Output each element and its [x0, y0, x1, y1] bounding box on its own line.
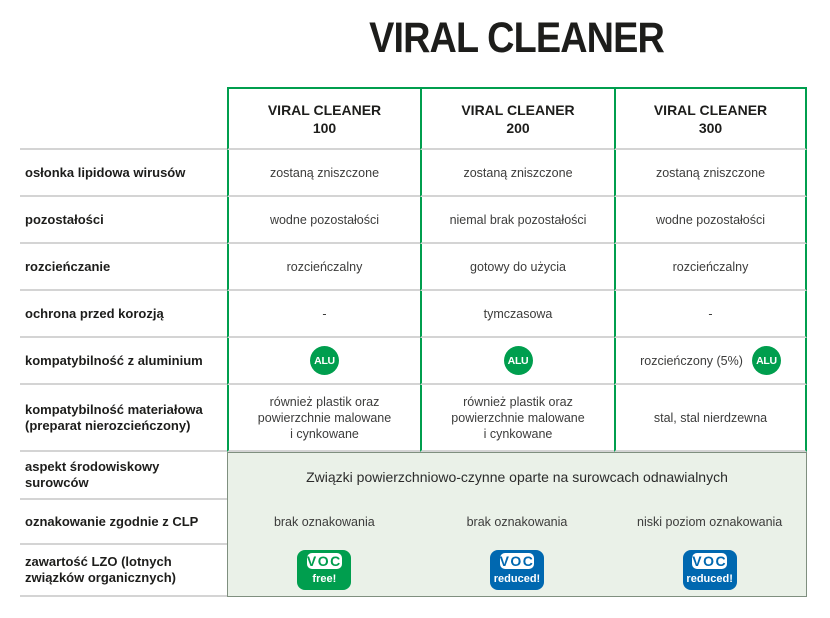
voc-badge-title: VOC — [306, 553, 342, 569]
table-cell: również plastik oraz powierzchnie malowa… — [420, 385, 614, 452]
alu-badge-icon: ALU — [310, 346, 339, 375]
table-cell: zostaną zniszczone — [420, 150, 614, 197]
clp-cell: brak oznakowania — [466, 515, 568, 529]
alu-badge-icon: ALU — [503, 346, 533, 375]
column-header-text: VIRAL CLEANER 100 — [267, 101, 382, 136]
row-label-oslonka-lipidowa: osłonka lipidowa wirusów — [20, 150, 227, 197]
row-label-ochrona-przed-korozja: ochrona przed korozją — [20, 291, 227, 338]
voc-reduced-badge-icon: VOC reduced! — [682, 550, 737, 590]
table-cell: zostaną zniszczone — [614, 150, 807, 197]
row-label-aspekt-srodowiskowy: aspekt środowiskowy surowców — [20, 452, 227, 500]
voc-reduced-badge-icon: VOC reduced! — [489, 550, 544, 590]
eco-spanning-text: Związki powierzchniowo-czynne oparte na … — [306, 468, 728, 485]
table-cell: ALU — [420, 338, 614, 385]
table-cell: również plastik oraz powierzchnie malowa… — [227, 385, 420, 452]
table-cell: gotowy do użycia — [420, 244, 614, 291]
table-cell: niemal brak pozostałości — [420, 197, 614, 244]
table-cell: ALU — [227, 338, 420, 385]
column-header-viral-cleaner-100: VIRAL CLEANER 100 — [227, 87, 420, 150]
table-cell: wodne pozostałości — [614, 197, 807, 244]
eco-panel: Związki powierzchniowo-czynne oparte na … — [227, 452, 807, 597]
table-cell: wodne pozostałości — [227, 197, 420, 244]
page-title-text: VIRAL CLEANER — [369, 13, 666, 62]
row-label-kompatybilnosc-materialowa: kompatybilność materiałowa (preparat nie… — [20, 385, 227, 452]
voc-badge-subtitle: reduced! — [686, 573, 733, 585]
column-header-text: VIRAL CLEANER 300 — [653, 101, 768, 136]
voc-badge-title: VOC — [692, 553, 728, 569]
voc-badge-title: VOC — [499, 553, 535, 569]
row-label-oznakowanie-clp: oznakowanie zgodnie z CLP — [20, 500, 227, 545]
voc-badge-subtitle: reduced! — [493, 573, 541, 585]
voc-cell: VOC reduced! — [613, 544, 806, 596]
voc-cell: VOC free! — [228, 544, 421, 596]
table-cell: - — [227, 291, 420, 338]
clp-cell: niski poziom oznakowania — [637, 515, 783, 529]
column-header-viral-cleaner-200: VIRAL CLEANER 200 — [420, 87, 614, 150]
alu-badge-icon: ALU — [751, 346, 781, 375]
table-cell: rozcieńczalny — [227, 244, 420, 291]
table-cell: stal, stal nierdzewna — [614, 385, 807, 452]
row-label-zawartosc-lzo: zawartość LZO (lotnych związków organicz… — [20, 545, 227, 597]
page-title: VIRAL CLEANER — [227, 10, 807, 66]
row-label-kompatybilnosc-z-aluminium: kompatybilność z aluminium — [20, 338, 227, 385]
table-cell: zostaną zniszczone — [227, 150, 420, 197]
clp-cell: brak oznakowania — [273, 515, 375, 529]
header-spacer — [20, 87, 227, 150]
comparison-table: VIRAL CLEANER 100 VIRAL CLEANER 200 VIRA… — [20, 87, 807, 597]
row-label-rozcienczanie: rozcieńczanie — [20, 244, 227, 291]
column-header-text: VIRAL CLEANER 200 — [461, 101, 575, 136]
table-cell: rozcieńczalny — [614, 244, 807, 291]
table-cell-text: rozcieńczony (5%) — [640, 353, 743, 368]
voc-cell: VOC reduced! — [421, 544, 614, 596]
column-header-viral-cleaner-300: VIRAL CLEANER 300 — [614, 87, 807, 150]
row-label-pozostalosci: pozostałości — [20, 197, 227, 244]
voc-free-badge-icon: VOC free! — [297, 550, 352, 590]
table-cell: - — [614, 291, 807, 338]
voc-badge-subtitle: free! — [312, 573, 337, 585]
table-cell: rozcieńczony (5%) ALU — [614, 338, 807, 385]
table-cell: tymczasowa — [420, 291, 614, 338]
